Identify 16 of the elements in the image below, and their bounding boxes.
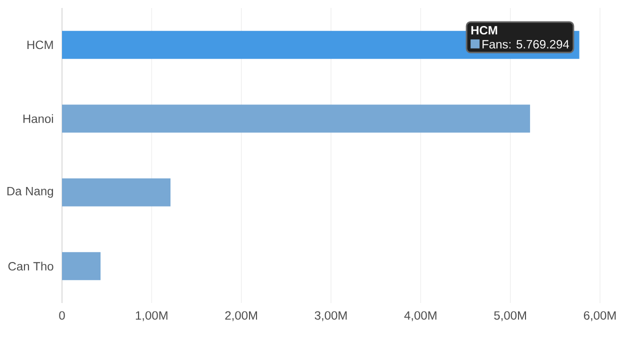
bar — [62, 178, 170, 206]
y-tick-label: Can Tho — [8, 262, 54, 271]
x-tick-label: 5,00M — [494, 311, 526, 322]
x-tick-label: 3,00M — [314, 311, 347, 322]
annotation: Fans: 5.769.294 — [482, 40, 570, 49]
x-tick-label: 0 — [59, 311, 65, 320]
y-tick-label: HCM — [27, 40, 53, 50]
x-tick-label: 1,00M — [136, 311, 168, 322]
x-tick-label: 6,00M — [584, 311, 616, 322]
bar — [62, 104, 530, 133]
annotation: HCM — [471, 26, 498, 35]
x-tick-label: 4,00M — [404, 311, 436, 322]
y-tick-label: Hanoi — [23, 114, 53, 124]
y-tick-label: Da Nang — [7, 187, 54, 198]
bar — [62, 252, 101, 280]
x-tick-label: 2,00M — [225, 311, 258, 322]
